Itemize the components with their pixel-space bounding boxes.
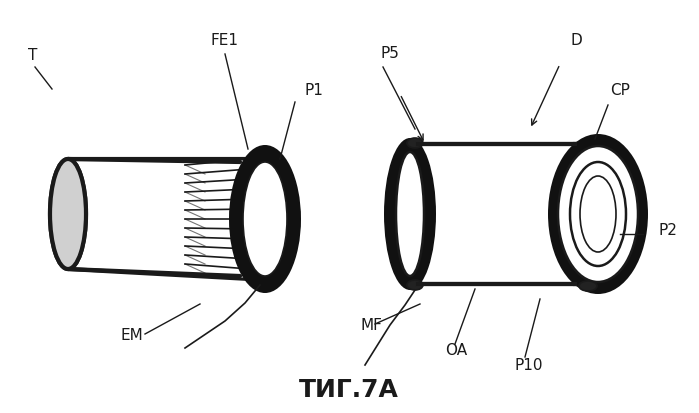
- Ellipse shape: [570, 163, 626, 266]
- Ellipse shape: [579, 281, 597, 291]
- Ellipse shape: [407, 139, 423, 149]
- Text: P2: P2: [658, 223, 677, 237]
- Ellipse shape: [396, 153, 424, 276]
- Text: T: T: [28, 48, 37, 63]
- Ellipse shape: [229, 146, 301, 293]
- Polygon shape: [185, 159, 260, 280]
- Polygon shape: [418, 145, 575, 284]
- Ellipse shape: [384, 139, 436, 290]
- Text: MF: MF: [360, 317, 382, 332]
- Text: P5: P5: [380, 46, 399, 61]
- Text: ΤИГ.7А: ΤИГ.7А: [299, 377, 399, 401]
- Text: CP: CP: [610, 83, 630, 98]
- Text: P10: P10: [515, 357, 544, 372]
- Ellipse shape: [50, 159, 86, 269]
- Ellipse shape: [558, 147, 638, 282]
- Ellipse shape: [50, 159, 86, 269]
- Ellipse shape: [407, 280, 423, 290]
- Ellipse shape: [580, 177, 616, 252]
- Text: FE1: FE1: [210, 33, 238, 48]
- Text: D: D: [570, 33, 582, 48]
- Ellipse shape: [548, 135, 648, 294]
- Text: OA: OA: [445, 342, 467, 357]
- Text: EM: EM: [120, 327, 143, 342]
- Polygon shape: [68, 159, 250, 279]
- Text: P1: P1: [305, 83, 324, 98]
- Ellipse shape: [243, 163, 287, 276]
